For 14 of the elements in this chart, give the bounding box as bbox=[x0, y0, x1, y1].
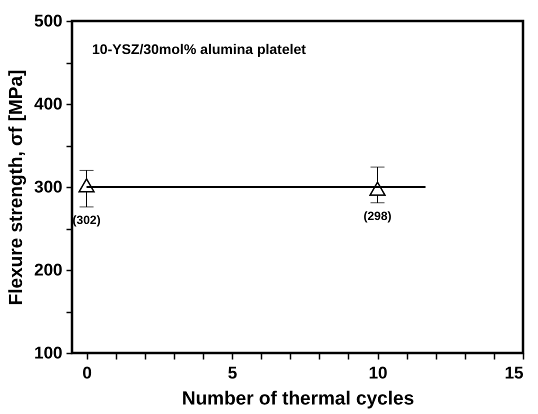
annotation: 10-YSZ/30mol% alumina platelet bbox=[92, 41, 306, 57]
x-tick-label: 0 bbox=[82, 364, 92, 382]
x-tick-label: 5 bbox=[228, 364, 238, 382]
y-tick-label: 400 bbox=[34, 94, 62, 114]
data-label: (298) bbox=[364, 208, 392, 223]
y-tick-label: 100 bbox=[34, 344, 62, 362]
y-tick-label: 300 bbox=[34, 178, 62, 196]
x-tick-label: 15 bbox=[504, 364, 524, 382]
y-tick-label: 500 bbox=[34, 12, 62, 30]
x-axis-title: Number of thermal cycles bbox=[182, 388, 414, 410]
y-axis-title: Flexure strength, σf [MPa] bbox=[6, 70, 28, 306]
x-tick-label: 10 bbox=[368, 364, 388, 382]
data-label: (302) bbox=[72, 212, 101, 227]
y-tick-label: 200 bbox=[34, 260, 62, 280]
